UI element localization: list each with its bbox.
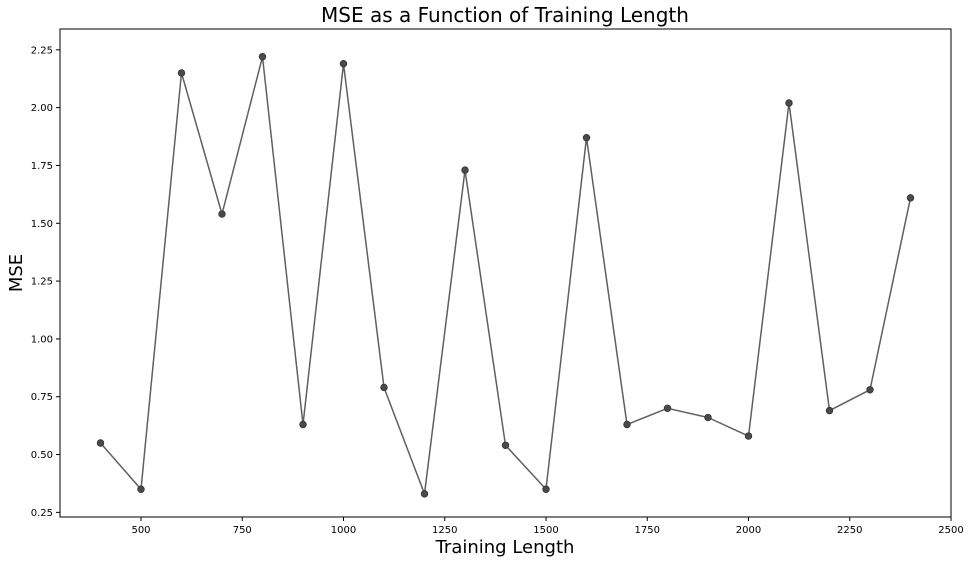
series-line xyxy=(99,56,912,495)
data-point xyxy=(177,69,186,77)
chart-title: MSE as a Function of Training Length xyxy=(321,3,689,27)
x-tick-label: 2250 xyxy=(837,525,862,536)
data-point xyxy=(461,166,469,174)
plot-frame xyxy=(59,28,952,518)
x-tick-label: 500 xyxy=(131,525,150,536)
data-point xyxy=(501,441,510,450)
x-tick-label: 2500 xyxy=(938,525,963,536)
y-tick-label: 1.00 xyxy=(31,334,53,345)
data-point xyxy=(623,420,631,429)
data-point xyxy=(906,194,915,202)
plot-area: 500 750 1000 1250 1500 1750 2000 2250 2500 0.25 0.… xyxy=(31,28,964,536)
data-point xyxy=(96,439,105,447)
y-tick-label: 0.75 xyxy=(31,392,53,403)
y-tick-label: 1.75 xyxy=(31,161,53,172)
x-axis-label: Training Length xyxy=(435,537,575,558)
y-tick-label: 0.25 xyxy=(31,508,53,519)
data-point xyxy=(663,404,672,412)
x-tick-label: 2000 xyxy=(736,525,761,536)
x-tick-label: 750 xyxy=(233,525,252,536)
data-point xyxy=(420,490,429,498)
y-tick-label: 2.00 xyxy=(31,103,53,114)
y-tick-label: 0.50 xyxy=(31,450,53,461)
y-tick-label: 2.25 xyxy=(31,45,53,56)
data-point xyxy=(380,383,388,392)
x-tick-label: 1750 xyxy=(635,525,660,536)
data-point xyxy=(299,420,307,429)
data-point xyxy=(582,134,591,142)
data-point xyxy=(258,53,267,61)
y-axis-label: MSE xyxy=(6,254,27,292)
data-point xyxy=(825,406,834,415)
y-tick-label: 1.25 xyxy=(31,277,53,288)
data-point xyxy=(218,210,226,218)
data-point xyxy=(137,485,145,493)
data-point xyxy=(866,386,874,394)
x-tick-label: 1000 xyxy=(331,525,356,536)
data-point xyxy=(339,59,348,68)
x-tick-label: 1500 xyxy=(533,525,558,536)
data-point xyxy=(744,432,753,440)
x-tick-label: 1250 xyxy=(432,525,457,536)
data-point xyxy=(704,413,712,422)
data-point xyxy=(785,99,793,107)
y-tick-label: 1.50 xyxy=(31,219,53,230)
data-point xyxy=(542,485,550,493)
